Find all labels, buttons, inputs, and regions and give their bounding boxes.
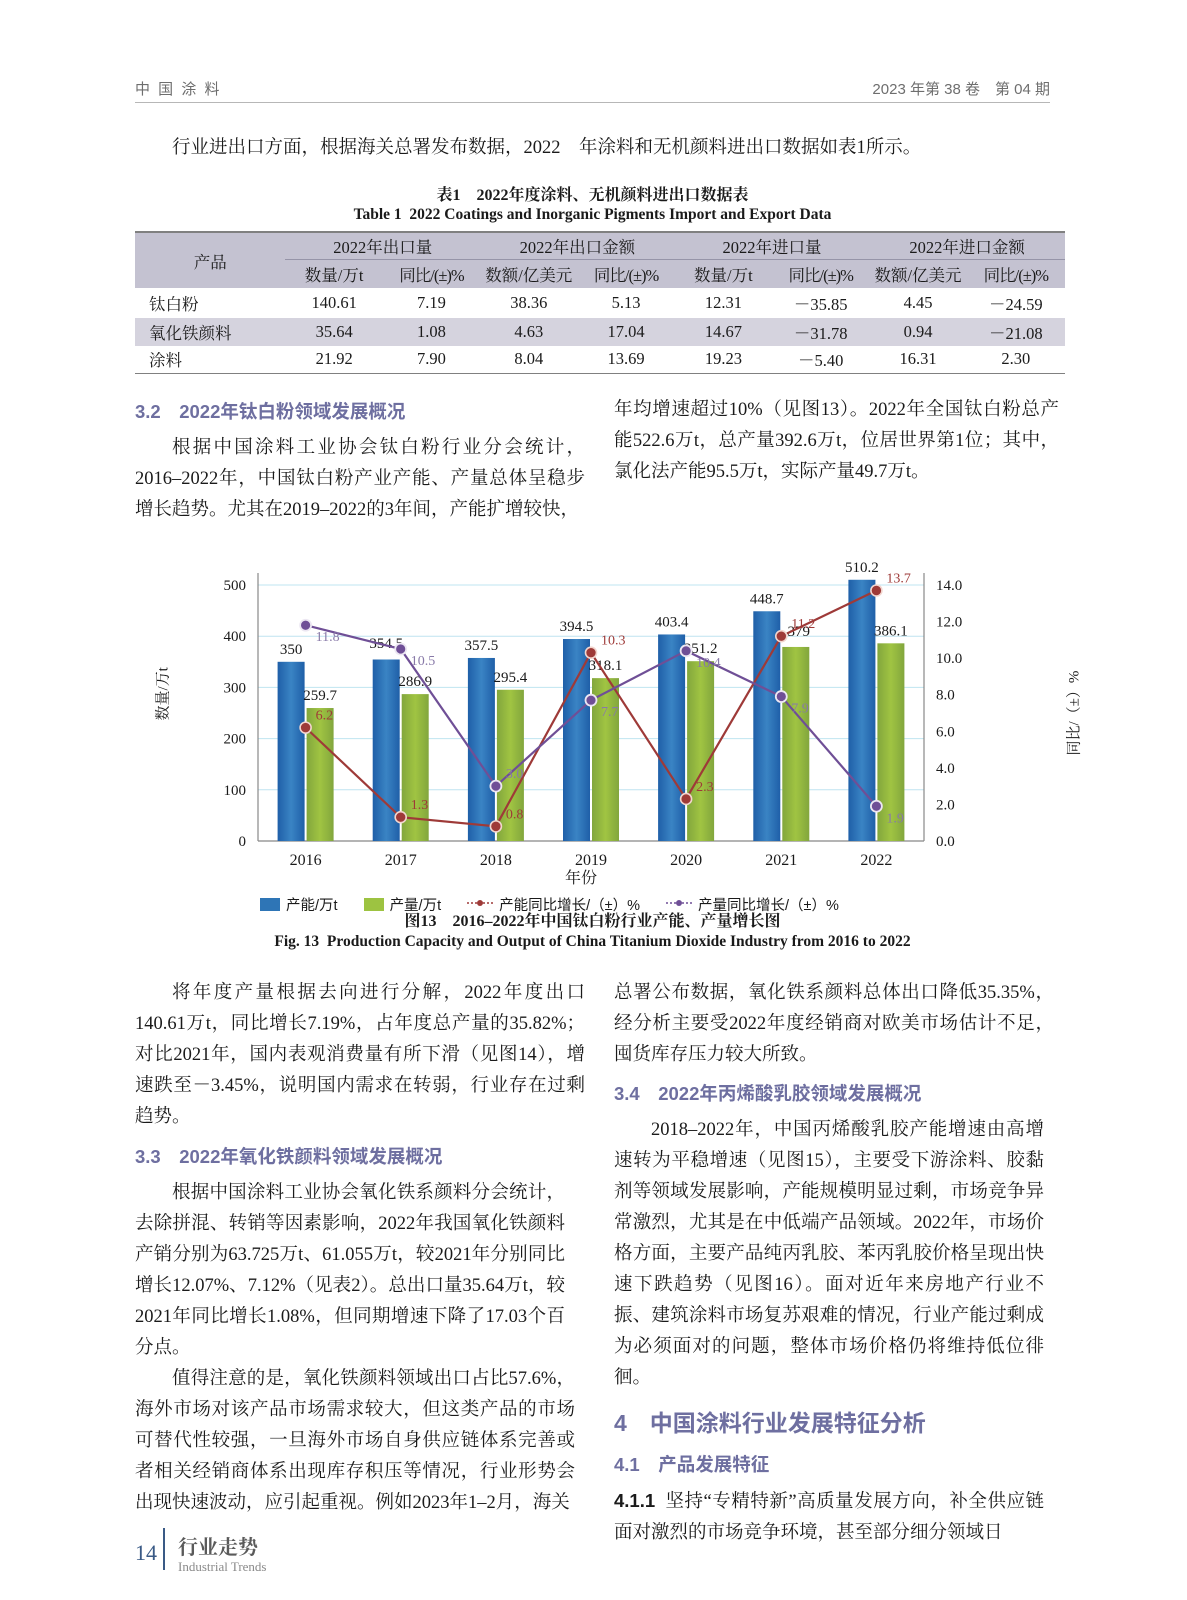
svg-text:4.0: 4.0 bbox=[936, 761, 955, 777]
svg-text:13.7: 13.7 bbox=[886, 571, 911, 586]
svg-text:300: 300 bbox=[224, 680, 247, 696]
svg-text:7.9: 7.9 bbox=[791, 702, 809, 717]
svg-text:100: 100 bbox=[224, 783, 247, 799]
svg-text:400: 400 bbox=[224, 629, 247, 645]
svg-text:2018: 2018 bbox=[480, 852, 512, 869]
svg-text:448.7: 448.7 bbox=[750, 591, 784, 607]
svg-text:2.0: 2.0 bbox=[936, 797, 955, 813]
svg-text:386.1: 386.1 bbox=[874, 623, 908, 639]
svg-text:295.4: 295.4 bbox=[494, 670, 528, 686]
svg-text:10.3: 10.3 bbox=[601, 634, 626, 649]
svg-text:357.5: 357.5 bbox=[465, 638, 499, 654]
svg-text:10.4: 10.4 bbox=[696, 656, 721, 671]
svg-text:14.0: 14.0 bbox=[936, 578, 962, 594]
svg-text:10.5: 10.5 bbox=[411, 654, 436, 669]
svg-text:2017: 2017 bbox=[385, 852, 417, 869]
svg-text:2021: 2021 bbox=[765, 852, 797, 869]
svg-text:8.0: 8.0 bbox=[936, 688, 955, 704]
svg-text:350: 350 bbox=[280, 642, 303, 658]
svg-text:6.0: 6.0 bbox=[936, 724, 955, 740]
svg-text:500: 500 bbox=[224, 578, 247, 594]
svg-text:510.2: 510.2 bbox=[845, 560, 879, 576]
svg-text:0: 0 bbox=[239, 834, 247, 850]
svg-text:2022: 2022 bbox=[860, 852, 892, 869]
svg-text:3.0: 3.0 bbox=[506, 767, 524, 782]
svg-text:2016: 2016 bbox=[290, 852, 322, 869]
svg-text:259.7: 259.7 bbox=[303, 688, 337, 704]
svg-text:2.3: 2.3 bbox=[696, 780, 714, 795]
svg-text:11.8: 11.8 bbox=[316, 630, 340, 645]
svg-text:0.8: 0.8 bbox=[506, 807, 524, 822]
svg-text:200: 200 bbox=[224, 732, 247, 748]
svg-text:6.2: 6.2 bbox=[316, 709, 334, 724]
svg-text:1.9: 1.9 bbox=[886, 811, 904, 826]
svg-text:10.0: 10.0 bbox=[936, 651, 962, 667]
svg-text:0.0: 0.0 bbox=[936, 834, 955, 850]
svg-text:1.3: 1.3 bbox=[411, 798, 429, 813]
svg-text:318.1: 318.1 bbox=[589, 658, 623, 674]
svg-text:11.2: 11.2 bbox=[791, 617, 815, 632]
svg-text:2020: 2020 bbox=[670, 852, 702, 869]
svg-text:12.0: 12.0 bbox=[936, 615, 962, 631]
svg-text:7.7: 7.7 bbox=[601, 705, 619, 720]
svg-text:394.5: 394.5 bbox=[560, 619, 594, 635]
svg-text:403.4: 403.4 bbox=[655, 614, 689, 630]
